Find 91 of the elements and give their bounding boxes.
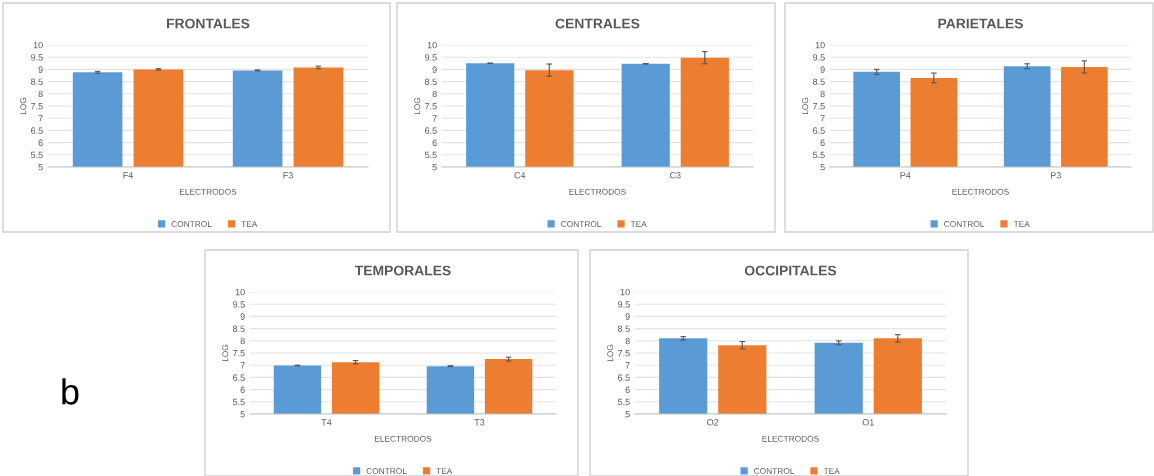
legend-label: TEA <box>823 468 840 474</box>
y-tick-label: 6.5 <box>813 127 825 134</box>
x-tick-label: O2 <box>707 419 719 426</box>
y-tick-label: 10 <box>33 41 43 49</box>
y-tick-label: 10 <box>427 41 437 49</box>
text: b <box>62 378 79 405</box>
y-tick-label: 8.5 <box>30 78 43 85</box>
x-axis-title: ELECTRODOS <box>952 188 1009 195</box>
y-axis-title: LOG <box>20 97 27 115</box>
x-tick-label: F3 <box>283 172 293 179</box>
legend-label: CONTROL <box>366 468 407 474</box>
legend-label: TEA <box>630 221 647 227</box>
y-tick-label: 8.5 <box>424 78 437 85</box>
y-tick-label: 5 <box>432 164 437 171</box>
y-axis-title: LOG <box>414 97 421 115</box>
y-tick-label: 5.5 <box>30 151 43 159</box>
y-tick-label: 9 <box>240 313 245 320</box>
y-tick-label: 5.5 <box>232 398 245 406</box>
y-tick-label: 5 <box>38 164 43 171</box>
x-tick-label: T4 <box>321 419 332 426</box>
y-tick-label: 7.5 <box>425 103 437 110</box>
y-tick-label: 10 <box>620 288 630 296</box>
y-tick-label: 5.5 <box>617 398 630 406</box>
y-tick-label: 8.5 <box>812 78 825 85</box>
y-tick-label: 9 <box>820 66 825 73</box>
y-tick-label: 6 <box>625 386 630 393</box>
y-tick-label: 5 <box>240 411 245 418</box>
x-axis-title: ELECTRODOS <box>179 188 237 195</box>
x-tick-label: C3 <box>669 172 681 179</box>
legend-label: CONTROL <box>754 468 795 474</box>
legend-label: TEA <box>1013 221 1030 227</box>
y-tick-label: 10 <box>815 41 825 49</box>
legend-label: TEA <box>241 221 258 227</box>
y-tick-label: 5.5 <box>812 151 825 159</box>
y-tick-label: 10 <box>235 288 245 296</box>
y-tick-label: 9.5 <box>31 54 43 61</box>
y-tick-label: 6.5 <box>233 374 245 381</box>
chart-title: FRONTALES <box>167 18 250 29</box>
y-tick-label: 7.5 <box>813 103 825 110</box>
chart-title: CENTRALES <box>555 18 640 29</box>
x-tick-label: O1 <box>862 419 874 426</box>
y-tick-label: 7 <box>625 362 630 369</box>
y-tick-label: 7.5 <box>233 350 245 357</box>
chart-title: OCCIPITALES <box>744 265 837 276</box>
y-tick-label: 5 <box>820 164 825 171</box>
y-tick-label: 9 <box>625 313 630 320</box>
y-tick-label: 8 <box>820 90 825 98</box>
y-tick-label: 7.5 <box>31 103 43 110</box>
y-tick-label: 6 <box>820 139 825 146</box>
legend-label: CONTROL <box>561 221 602 227</box>
x-axis-title: ELECTRODOS <box>762 435 819 442</box>
x-tick-label: F4 <box>123 172 133 179</box>
y-tick-label: 6.5 <box>31 127 43 134</box>
y-axis-title: LOG <box>607 344 614 362</box>
x-tick-label: T3 <box>474 419 485 426</box>
x-tick-label: P3 <box>1050 172 1061 179</box>
y-tick-label: 7 <box>432 115 437 122</box>
y-tick-label: 5 <box>625 411 630 418</box>
y-tick-label: 8 <box>38 90 43 98</box>
y-tick-label: 8 <box>432 90 437 98</box>
y-tick-label: 6.5 <box>425 127 437 134</box>
y-tick-label: 7.5 <box>618 350 630 357</box>
chart-title: TEMPORALES <box>354 265 451 276</box>
y-tick-label: 8.5 <box>617 325 630 332</box>
y-tick-label: 7 <box>240 362 245 369</box>
x-axis-title: ELECTRODOS <box>569 188 626 195</box>
y-tick-label: 8.5 <box>232 325 245 332</box>
y-tick-label: 6 <box>240 386 245 393</box>
y-tick-label: 9 <box>38 66 43 73</box>
x-tick-label: P4 <box>900 172 911 179</box>
y-tick-label: 9.5 <box>813 54 825 61</box>
y-tick-label: 9 <box>432 66 437 73</box>
x-axis-title: ELECTRODOS <box>374 435 432 442</box>
legend-label: CONTROL <box>944 221 985 227</box>
legend-label: TEA <box>436 468 453 474</box>
legend-label: CONTROL <box>171 221 212 227</box>
y-tick-label: 6.5 <box>618 374 630 381</box>
y-axis-title: LOG <box>802 97 809 115</box>
y-tick-label: 6 <box>432 139 437 146</box>
y-tick-label: 6 <box>38 139 43 146</box>
y-tick-label: 7 <box>38 115 43 122</box>
y-tick-label: 9.5 <box>425 54 437 61</box>
y-tick-label: 9.5 <box>233 301 245 308</box>
y-axis-title: LOG <box>222 344 229 362</box>
y-tick-label: 8 <box>240 337 245 345</box>
y-tick-label: 9.5 <box>618 301 630 308</box>
y-tick-label: 7 <box>820 115 825 122</box>
chart-title: PARIETALES <box>938 18 1023 29</box>
y-tick-label: 5.5 <box>424 151 437 159</box>
y-tick-label: 8 <box>625 337 630 345</box>
x-tick-label: C4 <box>514 172 526 179</box>
